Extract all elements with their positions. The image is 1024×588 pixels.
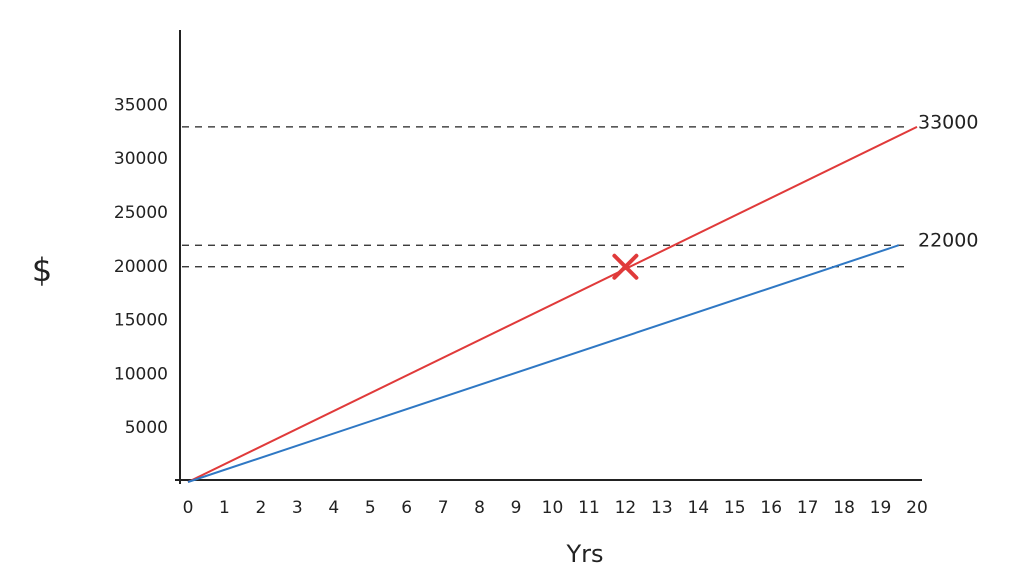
x-tick-label: 8 (474, 498, 485, 518)
x-tick-label: 4 (328, 498, 339, 518)
x-tick-label: 16 (760, 498, 782, 518)
x-tick-label: 17 (797, 498, 819, 518)
annotation: 22000 (918, 230, 978, 252)
x-tick-label: 3 (292, 498, 303, 518)
y-tick-label: 10000 (114, 364, 168, 384)
line (187, 125, 918, 483)
y-tick-label: 35000 (114, 95, 168, 115)
line (187, 244, 900, 483)
y-tick-label: 30000 (114, 149, 168, 169)
x-tick-label: 9 (511, 498, 522, 518)
x-tick-label: 5 (365, 498, 376, 518)
x-tick-label: 12 (615, 498, 637, 518)
x-tick-label: 0 (183, 498, 194, 518)
annotation: 33000 (918, 111, 978, 133)
x-tick-label: 10 (542, 498, 564, 518)
y-tick-label: 5000 (125, 418, 168, 438)
y-tick-label: 20000 (114, 257, 168, 277)
x-tick-label: 7 (438, 498, 449, 518)
x-tick-label: 14 (687, 498, 709, 518)
marker (612, 253, 639, 280)
y-tick-label: 15000 (114, 311, 168, 331)
x-tick-label: 13 (651, 498, 673, 518)
x-tick-label: 1 (219, 498, 230, 518)
y-tick-label: 25000 (114, 203, 168, 223)
y-axis-label: $ (32, 251, 52, 289)
x-tick-label: 18 (833, 498, 855, 518)
x-tick-label: 6 (401, 498, 412, 518)
x-tick-label: 20 (906, 498, 928, 518)
x-tick-label: 11 (578, 498, 600, 518)
x-axis-label: Yrs (565, 540, 603, 568)
x-tick-label: 15 (724, 498, 746, 518)
x-tick-label: 19 (870, 498, 892, 518)
x-tick-label: 2 (255, 498, 266, 518)
